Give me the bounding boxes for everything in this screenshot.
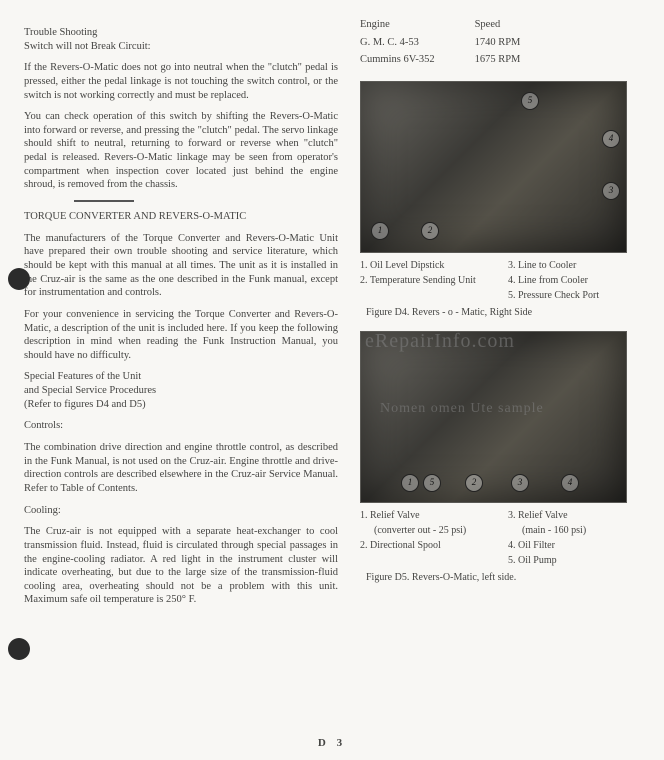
heading-cooling: Cooling: (24, 504, 338, 518)
legend-col-2: 3. Relief Valve (main - 160 psi) 4. Oil … (508, 509, 640, 569)
table-col-engine: Engine G. M. C. 4-53 Cummins 6V-352 (360, 18, 435, 67)
paragraph: You can check operation of this switch b… (24, 110, 338, 192)
figure-d5-caption: Figure D5. Revers-O-Matic, left side. (360, 571, 640, 584)
heading-torque-converter: TORQUE CONVERTER AND REVERS-O-MATIC (24, 210, 338, 224)
legend-item: 3. Line to Cooler (508, 259, 640, 272)
callout-4: 4 (561, 474, 579, 492)
figure-d5-image: 1 5 2 3 4 (360, 331, 627, 503)
paragraph: If the Revers-O-Matic does not go into n… (24, 61, 338, 102)
divider (74, 200, 134, 202)
legend-item: 2. Directional Spool (360, 539, 492, 552)
callout-5: 5 (423, 474, 441, 492)
table-header: Engine (360, 18, 435, 32)
legend-item: 5. Oil Pump (508, 554, 640, 567)
paragraph: For your convenience in servicing the To… (24, 308, 338, 363)
table-col-speed: Speed 1740 RPM 1675 RPM (475, 18, 521, 67)
legend-col-1: 1. Relief Valve (converter out - 25 psi)… (360, 509, 492, 569)
page-number: D 3 (318, 736, 346, 750)
legend-item: 1. Relief Valve (360, 509, 492, 522)
legend-item: 2. Temperature Sending Unit (360, 274, 492, 287)
callout-1: 1 (371, 222, 389, 240)
callout-3: 3 (511, 474, 529, 492)
table-cell: G. M. C. 4-53 (360, 36, 435, 50)
legend-item-sub: (main - 160 psi) (508, 524, 640, 537)
table-cell: 1740 RPM (475, 36, 521, 50)
table-cell: 1675 RPM (475, 53, 521, 67)
right-column: Engine G. M. C. 4-53 Cummins 6V-352 Spee… (360, 18, 640, 615)
heading-line-1: Trouble Shooting (24, 27, 97, 38)
callout-1: 1 (401, 474, 419, 492)
legend-item: 4. Oil Filter (508, 539, 640, 552)
callout-3: 3 (602, 182, 620, 200)
punch-hole-bottom (8, 638, 30, 660)
punch-hole-top (8, 268, 30, 290)
heading-line: Special Features of the Unit (24, 371, 141, 382)
callout-2: 2 (465, 474, 483, 492)
callout-2: 2 (421, 222, 439, 240)
figure-d4-caption: Figure D4. Revers - o - Matic, Right Sid… (360, 306, 640, 319)
figure-d4-image: 5 4 3 1 2 (360, 81, 627, 253)
heading-line: (Refer to figures D4 and D5) (24, 399, 146, 410)
legend-item: 5. Pressure Check Port (508, 289, 640, 302)
heading-trouble-shooting: Trouble Shooting Switch will not Break C… (24, 26, 338, 53)
table-cell: Cummins 6V-352 (360, 53, 435, 67)
callout-5: 5 (521, 92, 539, 110)
legend-item: 4. Line from Cooler (508, 274, 640, 287)
legend-item-sub: (converter out - 25 psi) (360, 524, 492, 537)
figure-d4-legend: 1. Oil Level Dipstick 2. Temperature Sen… (360, 259, 640, 304)
left-column: Trouble Shooting Switch will not Break C… (24, 18, 338, 615)
paragraph: The manufacturers of the Torque Converte… (24, 232, 338, 300)
legend-col-1: 1. Oil Level Dipstick 2. Temperature Sen… (360, 259, 492, 304)
figure-d5-legend: 1. Relief Valve (converter out - 25 psi)… (360, 509, 640, 569)
heading-line: and Special Service Procedures (24, 385, 156, 396)
heading-controls: Controls: (24, 419, 338, 433)
table-header: Speed (475, 18, 521, 32)
paragraph: The Cruz-air is not equipped with a sepa… (24, 525, 338, 607)
heading-special-features: Special Features of the Unit and Special… (24, 370, 338, 411)
paragraph: The combination drive direction and engi… (24, 441, 338, 496)
legend-col-2: 3. Line to Cooler 4. Line from Cooler 5.… (508, 259, 640, 304)
heading-line-2: Switch will not Break Circuit: (24, 41, 151, 52)
legend-item: 3. Relief Valve (508, 509, 640, 522)
legend-item: 1. Oil Level Dipstick (360, 259, 492, 272)
callout-4: 4 (602, 130, 620, 148)
page-columns: Trouble Shooting Switch will not Break C… (24, 18, 640, 615)
engine-speed-table: Engine G. M. C. 4-53 Cummins 6V-352 Spee… (360, 18, 640, 67)
